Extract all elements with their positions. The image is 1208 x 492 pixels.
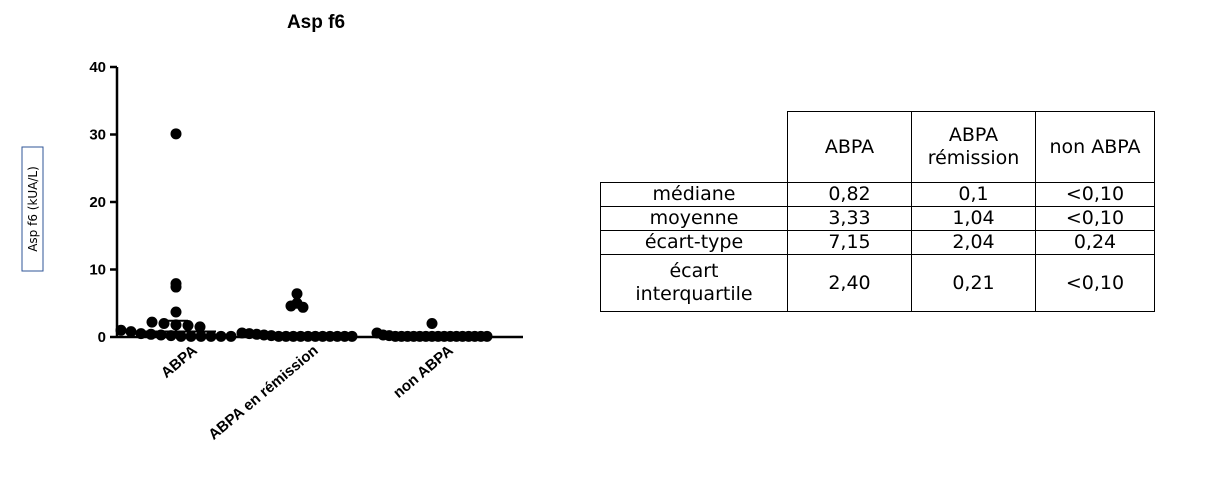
x-category-label: non ABPA: [390, 342, 457, 402]
table-row-mediane: médiane 0,82 0,1 <0,10: [600, 182, 1155, 207]
cell: 0,21: [911, 254, 1036, 312]
y-axis-label: Asp f6 (kUA/L): [26, 166, 40, 252]
data-point: [182, 320, 194, 332]
data-point: [297, 301, 309, 313]
data-point: [481, 330, 493, 342]
cell: 7,15: [787, 230, 912, 255]
table-header-row: ABPA ABPA rémission non ABPA: [600, 111, 1155, 183]
row-label: écart interquartile: [600, 254, 788, 312]
cell: 0,24: [1035, 230, 1155, 255]
y-tick-label: 40: [89, 59, 106, 76]
table-header-abpa: ABPA: [787, 111, 912, 183]
data-point: [170, 306, 182, 318]
data-point: [291, 288, 303, 300]
row-label: moyenne: [600, 206, 788, 231]
y-tick-label: 20: [89, 194, 106, 211]
row-label: écart-type: [600, 230, 788, 255]
x-category-label: ABPA en rémission: [205, 342, 321, 443]
data-point: [146, 316, 158, 328]
data-points: [115, 128, 493, 342]
table-row-ecart-type: écart-type 7,15 2,04 0,24: [600, 230, 1155, 255]
data-point: [185, 330, 197, 342]
data-point: [175, 330, 187, 342]
table-row-ecart-interquartile: écart interquartile 2,40 0,21 <0,10: [600, 254, 1155, 312]
data-point: [225, 330, 237, 342]
chart-title: Asp f6: [287, 12, 345, 33]
y-ticks: 0 10 20 30 40: [89, 59, 117, 346]
data-point: [205, 330, 217, 342]
data-point: [285, 300, 297, 312]
axes: [115, 67, 523, 339]
cell: 2,40: [787, 254, 912, 312]
y-axis-label-box: Asp f6 (kUA/L): [21, 146, 44, 272]
cell: <0,10: [1035, 206, 1155, 231]
data-point: [115, 324, 127, 336]
x-category-labels: ABPA ABPA en rémission non ABPA: [158, 342, 457, 444]
y-tick-label: 10: [89, 262, 106, 279]
data-point: [135, 328, 147, 340]
table-header-non-abpa: non ABPA: [1035, 111, 1155, 183]
data-point: [215, 330, 227, 342]
y-tick-label: 30: [89, 127, 106, 144]
data-point: [158, 318, 170, 329]
x-category-label: ABPA: [158, 342, 201, 382]
median-bars: [136, 319, 472, 338]
data-point: [194, 321, 206, 333]
cell: 0,1: [911, 182, 1036, 207]
data-point: [170, 281, 182, 293]
data-point: [125, 326, 137, 338]
cell: <0,10: [1035, 182, 1155, 207]
statistics-table: ABPA ABPA rémission non ABPA médiane 0,82…: [600, 111, 1155, 312]
data-point: [145, 328, 157, 340]
data-point: [346, 330, 358, 342]
cell: 0,82: [787, 182, 912, 207]
cell: <0,10: [1035, 254, 1155, 312]
table-header-abpa-remission: ABPA rémission: [911, 111, 1036, 183]
cell: 2,04: [911, 230, 1036, 255]
data-point: [426, 318, 438, 329]
row-label: médiane: [600, 182, 788, 207]
cell: 3,33: [787, 206, 912, 231]
data-point: [195, 330, 207, 342]
data-point: [170, 128, 182, 140]
y-tick-label: 0: [98, 329, 106, 346]
table-row-moyenne: moyenne 3,33 1,04 <0,10: [600, 206, 1155, 231]
data-point: [165, 330, 177, 342]
cell: 1,04: [911, 206, 1036, 231]
scatter-chart: Asp f6 Asp f6 (kUA/L) 0 10 20 30 40 ABPA ABPA…: [21, 12, 523, 444]
table-corner-cell: [600, 111, 788, 183]
